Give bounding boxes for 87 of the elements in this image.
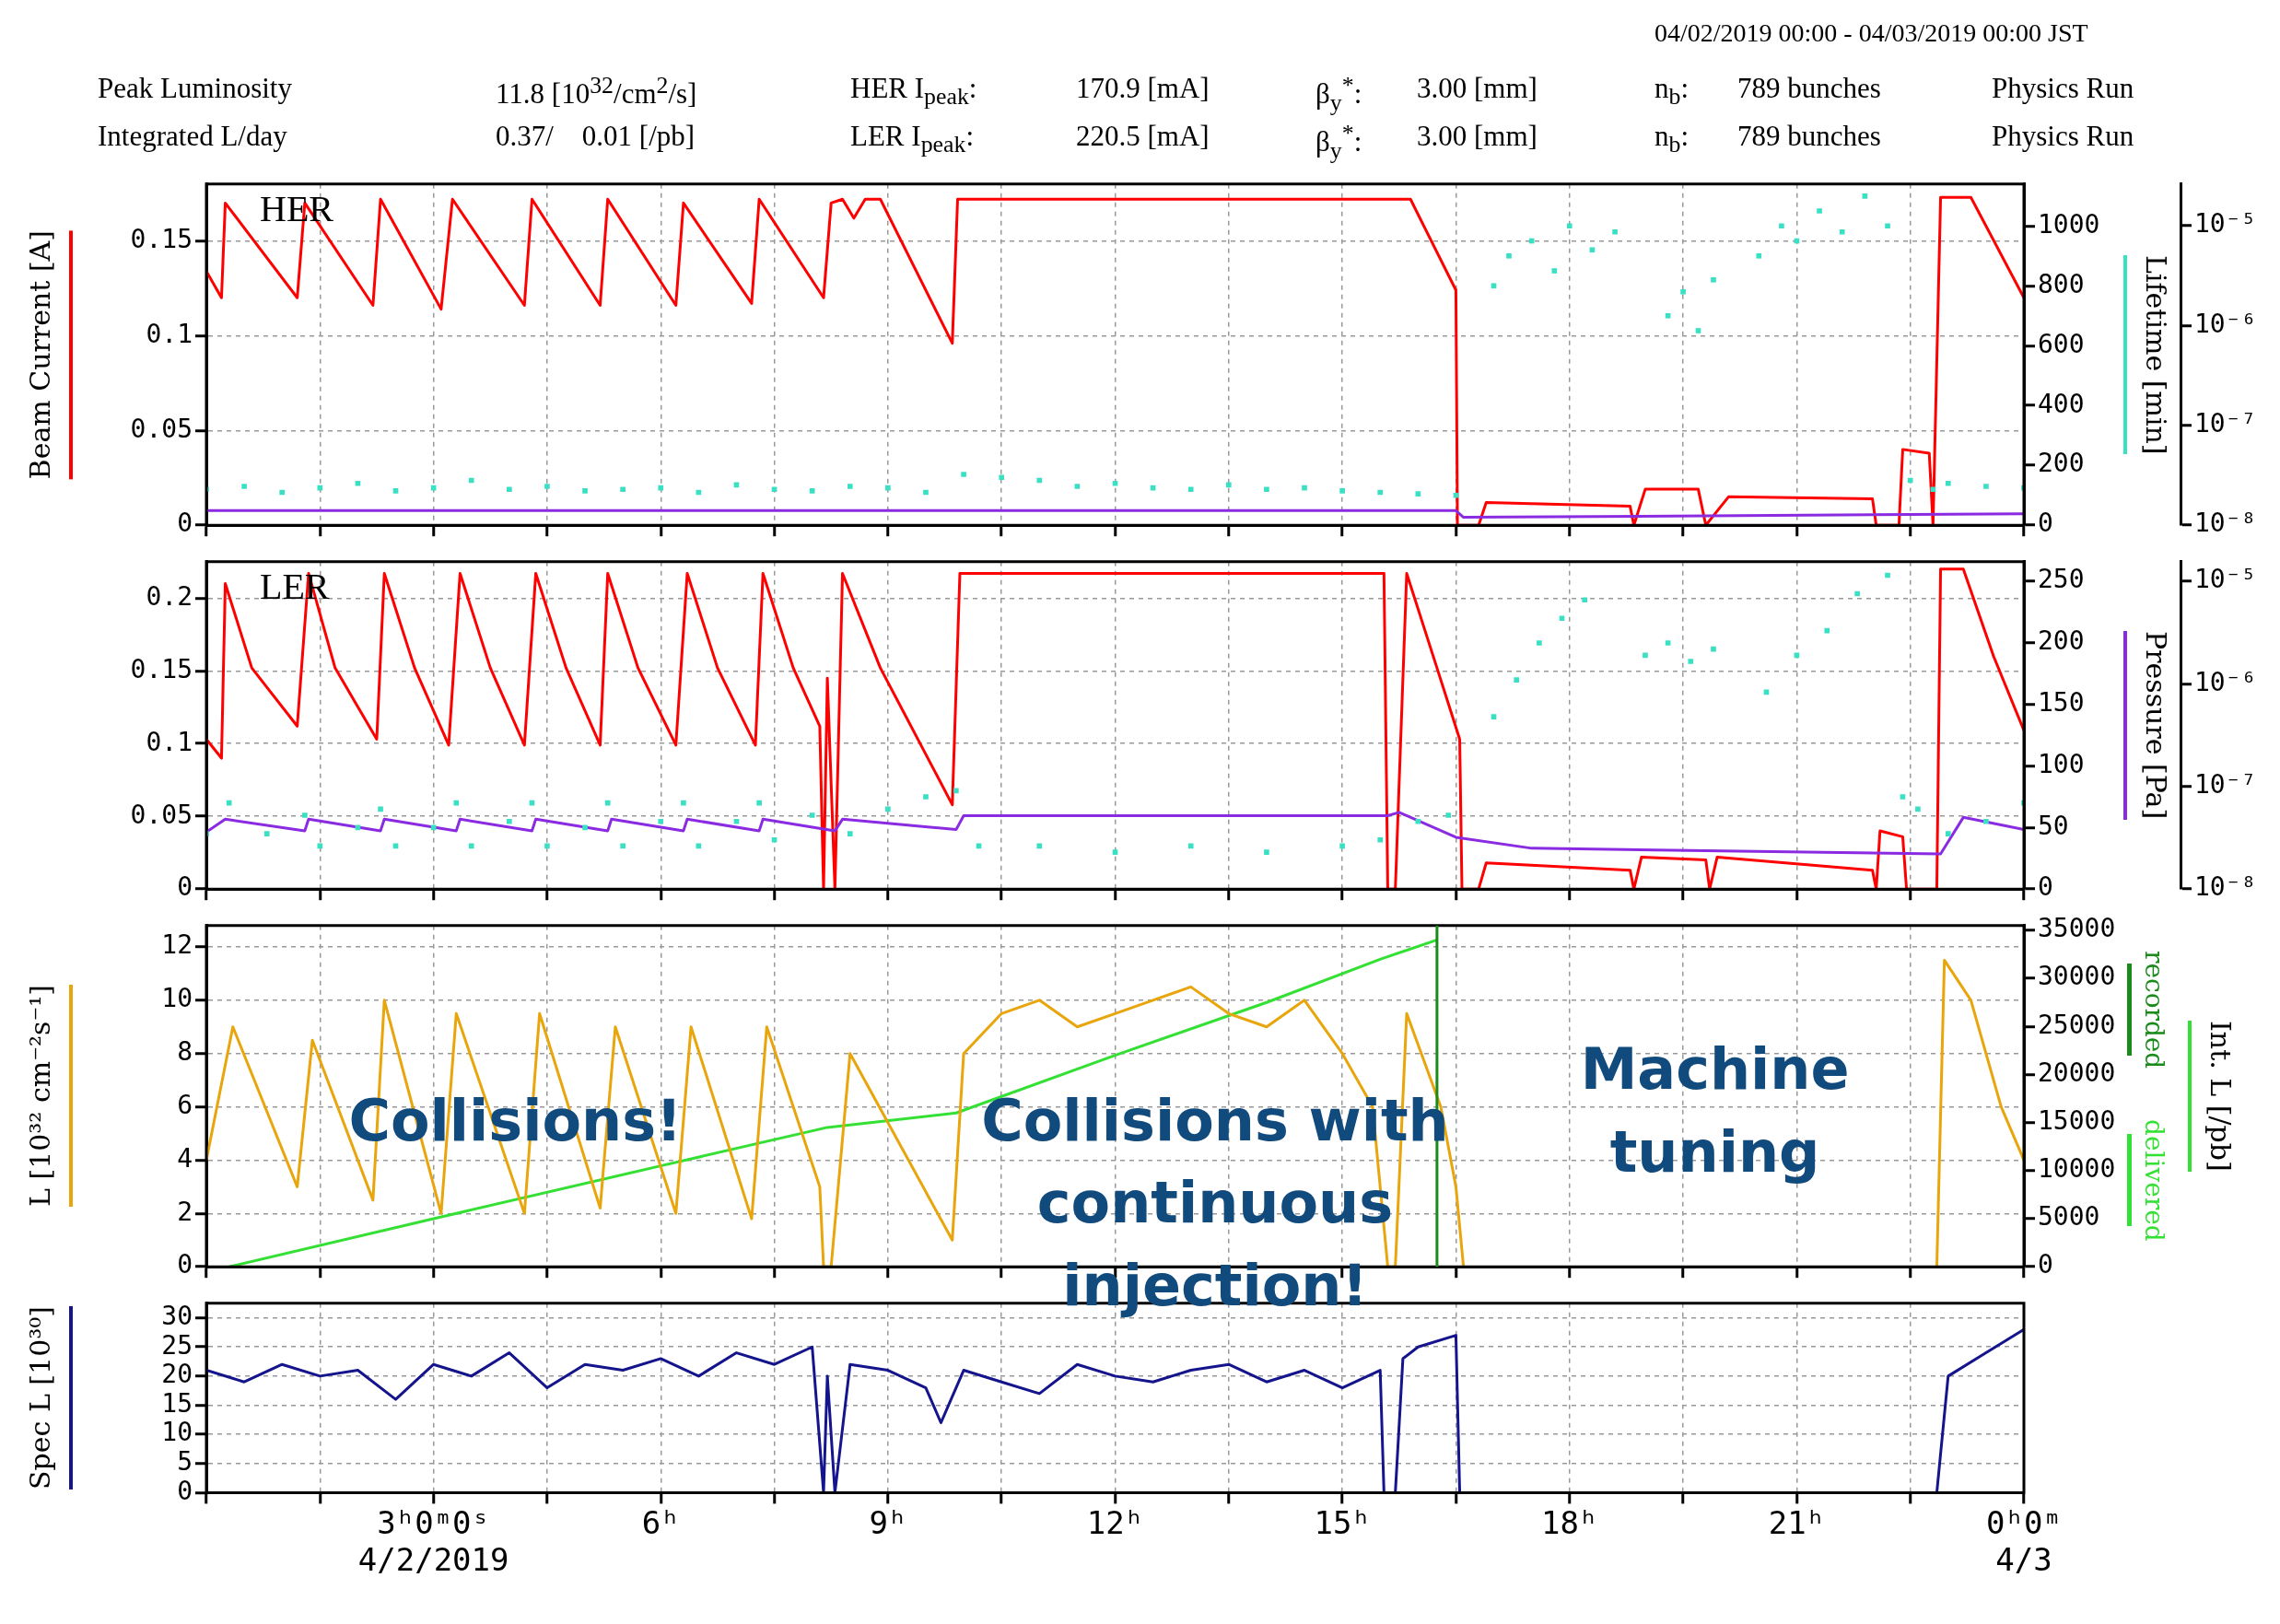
y2-tick-label: 50 [2038, 810, 2069, 841]
y2-tick-label: 1000 [2038, 208, 2100, 240]
annotation: Machine tuning [1579, 1034, 1851, 1187]
y2-tick-label: 200 [2038, 625, 2085, 657]
chart-subtitle: 04/02/2019 00:00 - 04/03/2019 00:00 JST [1654, 18, 2088, 48]
y-axis-title: L [10³² cm⁻²s⁻¹] [24, 985, 73, 1208]
y-tick-label: 5 [177, 1446, 193, 1478]
y-tick-label: 6 [177, 1089, 193, 1120]
x-tick-label: 6ʰ [641, 1503, 680, 1541]
y2-tick-label: 10000 [2038, 1153, 2116, 1185]
y-tick-label: 20 [161, 1359, 193, 1390]
y-tick-label: 0 [177, 1475, 193, 1506]
text: β$_{y}$$^{*}$: [1315, 72, 1362, 117]
y-tick-label: 10 [161, 1417, 193, 1448]
y2-tick-label: 800 [2038, 268, 2085, 299]
text: LER I$_{peak}$: [850, 120, 975, 159]
y-tick-label: 0.2 [146, 580, 193, 612]
text: β$_{y}$$^{*}$: [1315, 120, 1362, 165]
y2-tick-label: 5000 [2038, 1201, 2100, 1233]
text: Physics Run [1992, 72, 2134, 105]
y2-axis-title: Int. L [/pb] [2188, 1021, 2237, 1172]
text: n$_{b}$: [1654, 72, 1690, 111]
y2-tick-label: 150 [2038, 687, 2085, 719]
x-tick-label: 3ʰ0ᵐ0ˢ 4/2/2019 [357, 1503, 509, 1579]
y-tick-label: 0.1 [146, 726, 193, 757]
y-tick-label: 2 [177, 1196, 193, 1227]
y3-tick-label: 10⁻⁶ [2194, 308, 2257, 339]
y2-tick-label: 0 [2038, 871, 2053, 903]
x-tick-label: 21ʰ [1768, 1503, 1826, 1541]
y2-tick-label: 0 [2038, 1249, 2053, 1280]
y-tick-label: 0.15 [130, 223, 193, 254]
y-tick-label: 25 [161, 1329, 193, 1361]
y-tick-label: 0.05 [130, 413, 193, 444]
y3-tick-label: 10⁻⁵ [2194, 208, 2257, 240]
text: Peak Luminosity [98, 72, 292, 105]
x-tick-label: 9ʰ [869, 1503, 907, 1541]
text: 789 bunches [1737, 120, 1881, 153]
y-axis-title: Spec L [10³⁰] [24, 1306, 73, 1490]
x-tick-label: 18ʰ [1541, 1503, 1598, 1541]
y-tick-label: 12 [161, 929, 193, 961]
y2-axis-title: Lifetime [min] [2123, 254, 2172, 455]
y3-axis-title: Pressure [Pa] [2123, 631, 2172, 820]
text: 11.8 [10$^{32}$/cm$^{2}$/s] [496, 72, 697, 111]
text: 0.37/ 0.01 [/pb] [496, 120, 696, 153]
y-tick-label: 0.15 [130, 653, 193, 684]
y-tick-label: 0 [177, 1249, 193, 1280]
y-tick-label: 4 [177, 1142, 193, 1174]
y2-tick-label: 20000 [2038, 1057, 2116, 1088]
y2-tick-label: 200 [2038, 448, 2085, 479]
y2-tick-label: 0 [2038, 508, 2053, 539]
text: delivered [2139, 1119, 2169, 1242]
text: 789 bunches [1737, 72, 1881, 105]
y-tick-label: 0.05 [130, 799, 193, 830]
y3-tick-label: 10⁻⁸ [2194, 508, 2257, 539]
y3-tick-label: 10⁻⁷ [2194, 769, 2257, 800]
y-tick-label: 15 [161, 1387, 193, 1419]
y3-tick-label: 10⁻⁵ [2194, 564, 2257, 595]
y2-tick-label: 400 [2038, 388, 2085, 419]
y-tick-label: 30 [161, 1300, 193, 1331]
y-tick-label: 0 [177, 508, 193, 539]
y2-tick-label: 600 [2038, 328, 2085, 359]
text: Physics Run [1992, 120, 2134, 153]
y2-tick-label: 30000 [2038, 961, 2116, 992]
text: n$_{b}$: [1654, 120, 1690, 159]
text: 170.9 [mA] [1076, 72, 1210, 105]
text: 3.00 [mm] [1417, 72, 1538, 105]
y3-tick-label: 10⁻⁷ [2194, 408, 2257, 439]
y2-tick-label: 250 [2038, 564, 2085, 595]
ref-line-label: recorded [2139, 951, 2169, 1069]
y2-tick-label: 25000 [2038, 1009, 2116, 1040]
text: 220.5 [mA] [1076, 120, 1210, 153]
y2-tick-label: 100 [2038, 748, 2085, 779]
y-tick-label: 0 [177, 871, 193, 903]
y3-tick-label: 10⁻⁶ [2194, 666, 2257, 697]
text: Integrated L/day [98, 120, 287, 153]
y-tick-label: 10 [161, 983, 193, 1014]
y-axis-title: Beam Current [A] [24, 229, 73, 480]
text: HER I$_{peak}$: [850, 72, 977, 111]
y-tick-label: 8 [177, 1035, 193, 1067]
y3-tick-label: 10⁻⁸ [2194, 871, 2257, 903]
y2-tick-label: 35000 [2038, 913, 2116, 944]
x-tick-label: 15ʰ [1314, 1503, 1371, 1541]
x-tick-label: 12ʰ [1086, 1503, 1144, 1541]
y-tick-label: 0.1 [146, 318, 193, 349]
text: 3.00 [mm] [1417, 120, 1538, 153]
x-tick-label: 0ʰ0ᵐ 4/3 [1986, 1503, 2062, 1579]
y2-tick-label: 15000 [2038, 1104, 2116, 1136]
